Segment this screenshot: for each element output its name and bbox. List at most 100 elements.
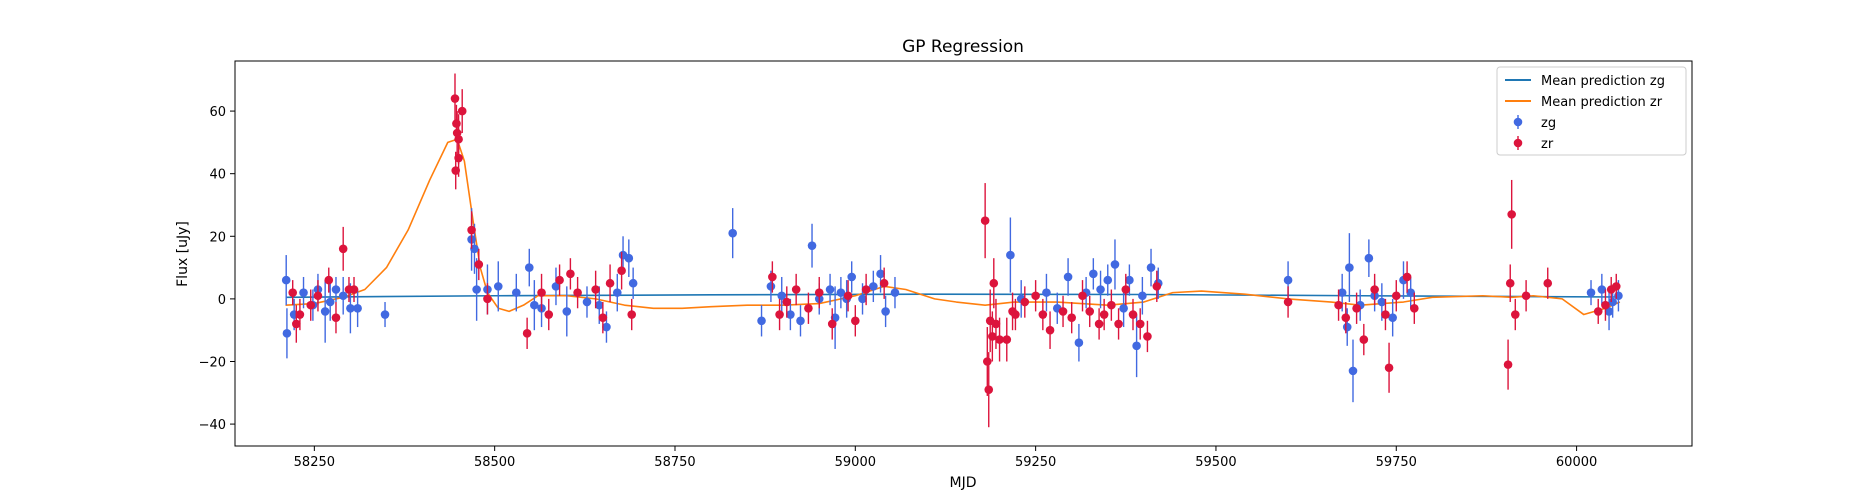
data-point-zg <box>530 300 539 310</box>
data-point-zr <box>1391 291 1401 301</box>
data-point-zr <box>544 310 554 319</box>
data-point-zr <box>288 288 298 297</box>
data-point-zg <box>1337 288 1347 297</box>
data-point-zg <box>825 285 835 294</box>
legend-swatch-marker <box>1513 117 1523 127</box>
data-point-zg <box>757 316 766 326</box>
x-tick-label: 58250 <box>294 455 335 470</box>
data-point-zg <box>1063 272 1073 282</box>
x-tick-label: 58500 <box>474 455 515 470</box>
data-point-zg <box>1125 275 1134 285</box>
data-point-zg <box>325 297 335 307</box>
data-point-zr <box>451 166 461 175</box>
data-point-zg <box>777 291 787 301</box>
data-point-zr <box>1038 310 1048 319</box>
data-point-zr <box>1085 307 1095 316</box>
data-point-zr <box>804 303 813 313</box>
data-point-zg <box>1283 275 1293 285</box>
data-point-zg <box>628 278 638 288</box>
data-point-zg <box>881 307 890 316</box>
data-point-zr <box>1135 319 1145 329</box>
data-point-zr <box>1128 310 1138 319</box>
chart-title: GP Regression <box>902 37 1024 57</box>
data-point-zr <box>1152 282 1162 291</box>
data-point-zg <box>380 310 390 319</box>
data-point-zr <box>295 310 305 319</box>
data-point-zr <box>1505 278 1515 288</box>
data-point-zg <box>1608 297 1617 307</box>
data-point-zr <box>1410 303 1419 313</box>
data-point-zg <box>353 303 362 313</box>
data-point-zg <box>1604 307 1614 316</box>
data-point-zr <box>1384 363 1394 373</box>
data-point-zg <box>299 288 308 297</box>
data-point-zr <box>851 316 860 326</box>
x-tick-label: 59250 <box>1015 455 1056 470</box>
data-point-zg <box>1138 291 1147 301</box>
data-point-zr <box>306 300 316 310</box>
data-point-zg <box>728 228 737 238</box>
data-point-zr <box>605 278 615 288</box>
data-point-zr <box>1121 285 1131 294</box>
data-point-zg <box>1146 263 1156 272</box>
data-point-zg <box>869 282 878 291</box>
data-point-zr <box>984 385 994 394</box>
data-point-zr <box>1611 282 1621 291</box>
data-point-zg <box>346 303 355 313</box>
data-point-zg <box>836 288 846 297</box>
data-point-zr <box>338 244 348 254</box>
y-axis-label: Flux [uJy] <box>175 221 191 287</box>
data-point-zg <box>281 275 291 285</box>
data-point-zg <box>1406 288 1415 297</box>
data-point-zg <box>1586 288 1596 297</box>
data-point-zr <box>1381 310 1390 319</box>
x-tick-label: 59750 <box>1376 455 1417 470</box>
x-tick-label: 59000 <box>835 455 876 470</box>
data-point-zg <box>1110 260 1120 269</box>
data-point-zg <box>1074 338 1084 348</box>
y-tick-label: 40 <box>209 168 226 183</box>
x-tick-label: 60000 <box>1556 455 1597 470</box>
y-tick-label: −40 <box>199 418 226 433</box>
data-point-zg <box>472 285 481 294</box>
data-point-zr <box>1507 210 1516 219</box>
data-point-zr <box>995 335 1004 344</box>
data-point-zr <box>331 313 341 322</box>
data-point-zr <box>1067 313 1076 322</box>
legend-box <box>1496 66 1687 156</box>
data-point-zr <box>1370 285 1379 294</box>
data-point-zr <box>349 285 359 294</box>
data-point-zr <box>566 269 575 279</box>
plot-area: 58250 58500 58750 59000 59250 59500 59750 60000… <box>199 60 1693 470</box>
data-point-zg <box>847 272 857 282</box>
data-point-zr <box>1283 297 1293 307</box>
data-point-zg <box>1364 253 1374 263</box>
legend-label: Mean prediction zg <box>1541 74 1665 89</box>
data-point-zg <box>766 282 776 291</box>
y-tick-label: −20 <box>199 355 226 370</box>
data-point-zg <box>1345 263 1354 272</box>
data-point-zg <box>786 310 795 319</box>
data-point-zr <box>814 288 824 297</box>
x-tick-label: 59500 <box>1195 455 1236 470</box>
data-point-zr <box>1341 313 1351 322</box>
x-tick-label: 58750 <box>654 455 695 470</box>
data-point-zg <box>602 322 611 332</box>
data-point-zg <box>1042 288 1051 297</box>
data-point-zr <box>1510 310 1520 319</box>
data-point-zr <box>1078 291 1087 301</box>
data-point-zr <box>782 297 792 307</box>
x-axis-label: MJD <box>950 475 977 491</box>
data-point-zr <box>775 310 784 319</box>
data-point-zr <box>1031 291 1040 301</box>
data-point-zr <box>1011 310 1020 319</box>
data-point-zr <box>989 278 999 288</box>
data-point-zr <box>292 319 301 329</box>
data-point-zg <box>1388 313 1397 322</box>
data-point-zg <box>282 329 292 338</box>
data-point-zr <box>1114 319 1123 329</box>
data-point-zg <box>582 297 592 307</box>
data-point-zg <box>1089 269 1098 279</box>
data-point-zg <box>1096 285 1105 294</box>
